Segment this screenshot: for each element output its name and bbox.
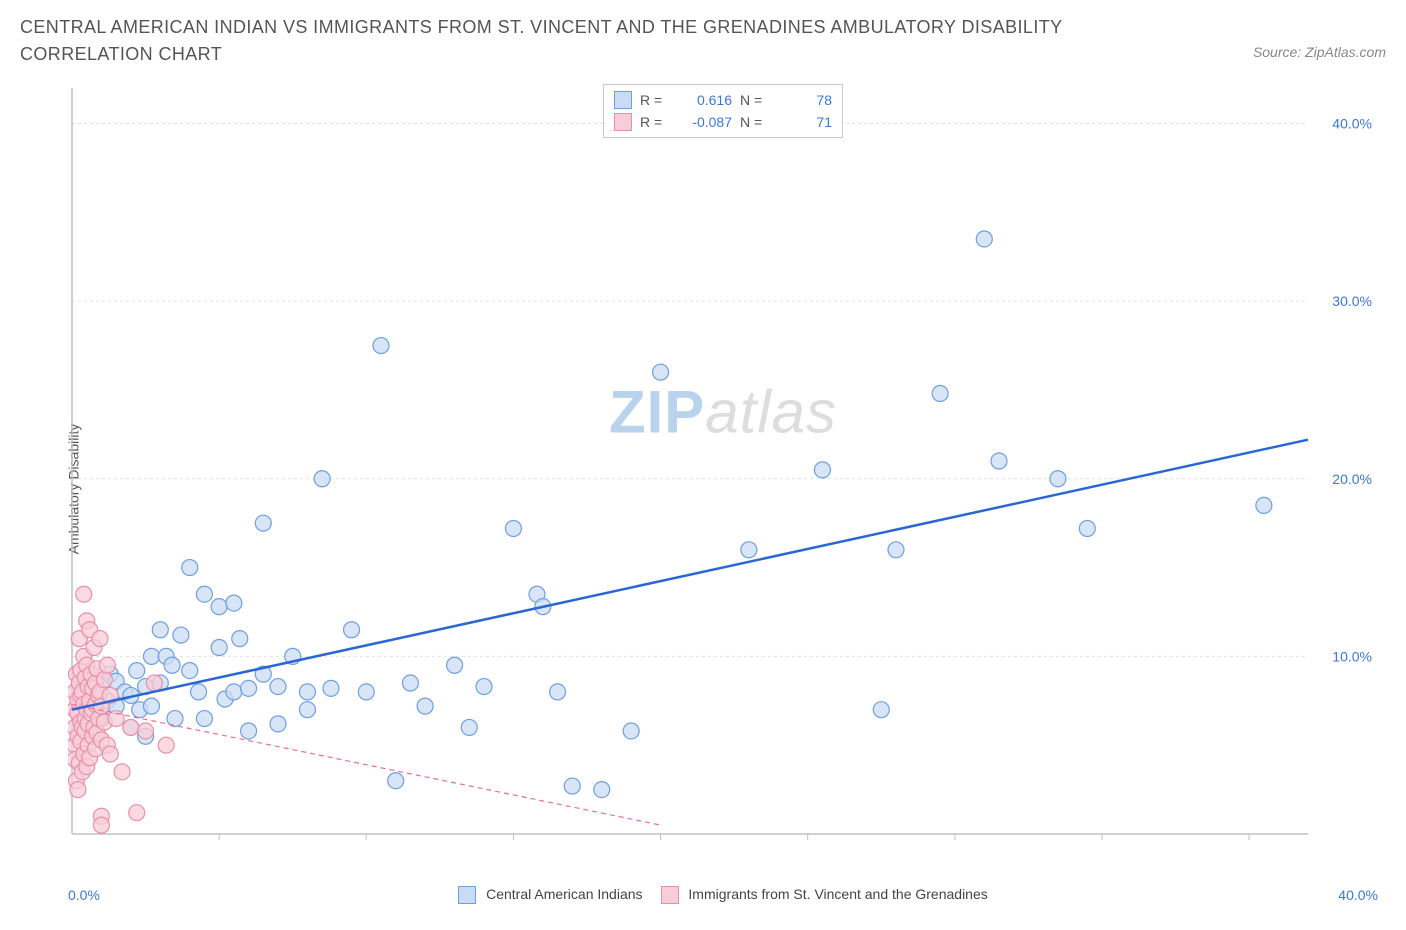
legend-swatch-blue	[458, 886, 476, 904]
svg-text:20.0%: 20.0%	[1332, 471, 1372, 487]
legend-item: Central American Indians	[458, 886, 642, 904]
source-attribution: Source: ZipAtlas.com	[1253, 44, 1386, 60]
legend-swatch-blue	[614, 91, 632, 109]
legend-item: Immigrants from St. Vincent and the Gren…	[661, 886, 988, 904]
svg-text:40.0%: 40.0%	[1332, 116, 1372, 132]
chart-title: CENTRAL AMERICAN INDIAN VS IMMIGRANTS FR…	[20, 14, 1150, 68]
r-label: R =	[640, 92, 668, 108]
legend-label: Central American Indians	[486, 886, 642, 902]
chart-header: CENTRAL AMERICAN INDIAN VS IMMIGRANTS FR…	[0, 0, 1406, 74]
n-label: N =	[740, 114, 768, 130]
svg-text:10.0%: 10.0%	[1332, 648, 1372, 664]
n-label: N =	[740, 92, 768, 108]
x-axis-max-label: 40.0%	[1338, 887, 1378, 903]
n-value: 78	[776, 92, 832, 108]
legend-stats: R = 0.616 N = 78 R = -0.087 N = 71	[603, 84, 843, 138]
scatter-svg: 10.0% 20.0% 30.0% 40.0%	[68, 84, 1378, 864]
legend-stats-row: R = -0.087 N = 71	[614, 111, 832, 133]
x-axis-min-label: 0.0%	[68, 887, 100, 903]
r-label: R =	[640, 114, 668, 130]
legend-series: 0.0% Central American Indians Immigrants…	[68, 886, 1378, 904]
legend-swatch-pink	[661, 886, 679, 904]
legend-label: Immigrants from St. Vincent and the Gren…	[688, 886, 987, 902]
n-value: 71	[776, 114, 832, 130]
legend-stats-row: R = 0.616 N = 78	[614, 89, 832, 111]
r-value: -0.087	[676, 114, 732, 130]
r-value: 0.616	[676, 92, 732, 108]
chart-container: Ambulatory Disability 10.0%20.0%30.0%40.…	[18, 74, 1388, 904]
plot-area: 10.0%20.0%30.0%40.0% ZIPatlas R = 0.616 …	[68, 84, 1378, 864]
legend-swatch-pink	[614, 113, 632, 131]
svg-text:30.0%: 30.0%	[1332, 293, 1372, 309]
